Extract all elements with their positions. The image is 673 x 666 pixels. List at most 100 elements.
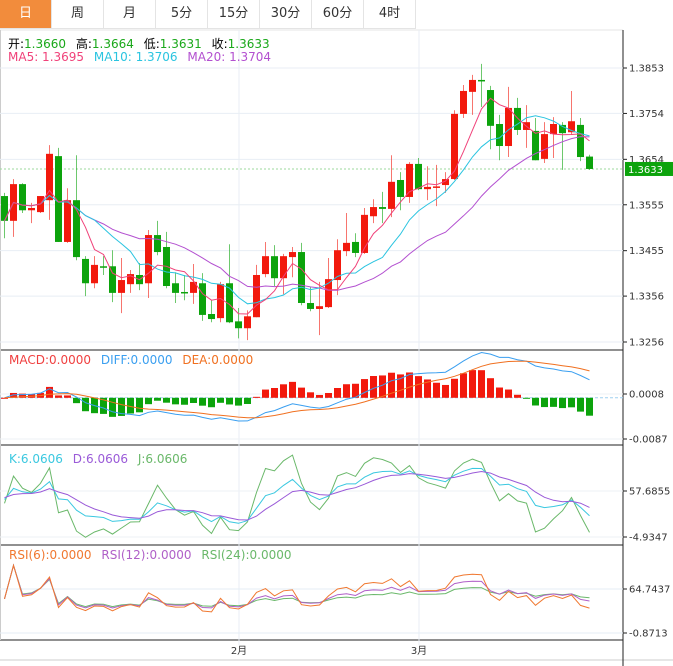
macd-bar	[136, 397, 143, 413]
candle	[388, 155, 395, 218]
candle-body	[559, 124, 566, 134]
d-value: D:6.0606	[72, 452, 129, 466]
tab-period[interactable]: 周	[52, 0, 104, 28]
tab-period[interactable]: 60分	[312, 0, 364, 28]
candle-body	[217, 284, 224, 319]
ma5-value: MA5: 1.3695	[8, 50, 85, 64]
candle-body	[334, 250, 341, 281]
candle	[244, 310, 251, 341]
candle-body	[361, 214, 368, 253]
candle	[505, 86, 512, 158]
close-value: 1.3633	[227, 37, 270, 51]
macd-bar	[532, 397, 539, 406]
candle	[199, 273, 206, 321]
tab-period[interactable]: 4时	[364, 0, 416, 28]
macd-readout: MACD:0.0000 DIFF:0.0000 DEA:0.0000	[9, 353, 259, 367]
macd-bar	[361, 379, 368, 398]
candle	[298, 242, 305, 306]
tab-period[interactable]: 30分	[260, 0, 312, 28]
candle-body	[226, 283, 233, 323]
candle-body	[244, 316, 251, 329]
tab-period[interactable]: 日	[0, 0, 52, 28]
macd-bar	[154, 397, 161, 401]
tab-period[interactable]: 5分	[156, 0, 208, 28]
candle	[343, 213, 350, 257]
tab-period[interactable]: 15分	[208, 0, 260, 28]
macd-bar	[523, 397, 530, 399]
macd-bar	[343, 384, 350, 398]
macd-bar	[253, 396, 260, 398]
candle	[559, 122, 566, 170]
candle	[100, 256, 107, 275]
candle-body	[253, 274, 260, 318]
macd-bar	[541, 397, 548, 408]
ma-readout: MA5: 1.3695 MA10: 1.3706 MA20: 1.3704	[8, 50, 277, 64]
ma10-value: MA10: 1.3706	[93, 50, 178, 64]
price-axis-label: 1.3853	[629, 64, 664, 75]
k-value: K:6.0606	[9, 452, 63, 466]
candle	[208, 300, 215, 323]
rsi-readout: RSI(6):0.0000 RSI(12):0.0000 RSI(24):0.0…	[9, 548, 298, 562]
candle-body	[64, 200, 71, 242]
macd-bar	[505, 389, 512, 398]
ma20-value: MA20: 1.3704	[187, 50, 272, 64]
candle-body	[532, 130, 539, 161]
macd-bar	[271, 388, 278, 398]
macd-bar	[514, 394, 521, 398]
macd-bar	[118, 397, 125, 416]
candle	[487, 85, 494, 150]
candle-body	[271, 256, 278, 279]
candle-body	[496, 123, 503, 147]
candle	[1, 192, 8, 239]
candle-body	[235, 321, 242, 329]
low-value: 1.3631	[159, 37, 202, 51]
high-value: 1.3664	[91, 37, 134, 51]
rsi6-value: RSI(6):0.0000	[9, 548, 92, 562]
x-axis-label: 3月	[411, 645, 427, 657]
candle-body	[82, 258, 89, 284]
j-value: J:6.0606	[137, 452, 188, 466]
macd-bar	[199, 397, 206, 406]
macd-bar	[397, 374, 404, 398]
candle	[289, 246, 296, 278]
macd-bar	[163, 397, 170, 403]
macd-bar	[190, 397, 197, 403]
macd-bar	[127, 397, 134, 414]
dea-value: DEA:0.0000	[182, 353, 254, 367]
macd-bar	[352, 383, 359, 398]
macd-bar	[181, 397, 188, 405]
kdj-axis-label: -4.9347	[629, 533, 668, 544]
macd-bar	[55, 395, 62, 398]
candle-body	[433, 186, 440, 188]
candle	[235, 308, 242, 339]
candle-body	[190, 281, 197, 293]
candle	[163, 231, 170, 289]
candle-body	[505, 107, 512, 147]
macd-bar	[208, 397, 215, 408]
x-axis-label: 2月	[231, 645, 247, 657]
macd-bar	[433, 382, 440, 398]
kdj-axis-label: 57.6855	[629, 487, 670, 498]
candle-body	[118, 280, 125, 293]
macd-bar	[379, 375, 386, 398]
close-label: 收:	[211, 37, 228, 51]
ma5-line	[4, 97, 590, 315]
current-price-label: 1.3633	[628, 165, 663, 176]
macd-bar	[64, 395, 71, 398]
macd-bar	[388, 372, 395, 398]
candle-body	[352, 241, 359, 253]
candle	[55, 147, 62, 242]
candle-body	[127, 274, 134, 285]
macd-bar	[289, 381, 296, 398]
candle-body	[91, 264, 98, 284]
candle-body	[100, 266, 107, 268]
candle-body	[55, 156, 62, 242]
candle	[262, 241, 269, 278]
ohlc-readout: 开:1.3660 高:1.3664 低:1.3631 收:1.3633	[8, 35, 276, 52]
candle-body	[307, 302, 314, 309]
tab-period[interactable]: 月	[104, 0, 156, 28]
candle-body	[550, 123, 557, 135]
price-axis-label: 1.3256	[629, 338, 664, 349]
